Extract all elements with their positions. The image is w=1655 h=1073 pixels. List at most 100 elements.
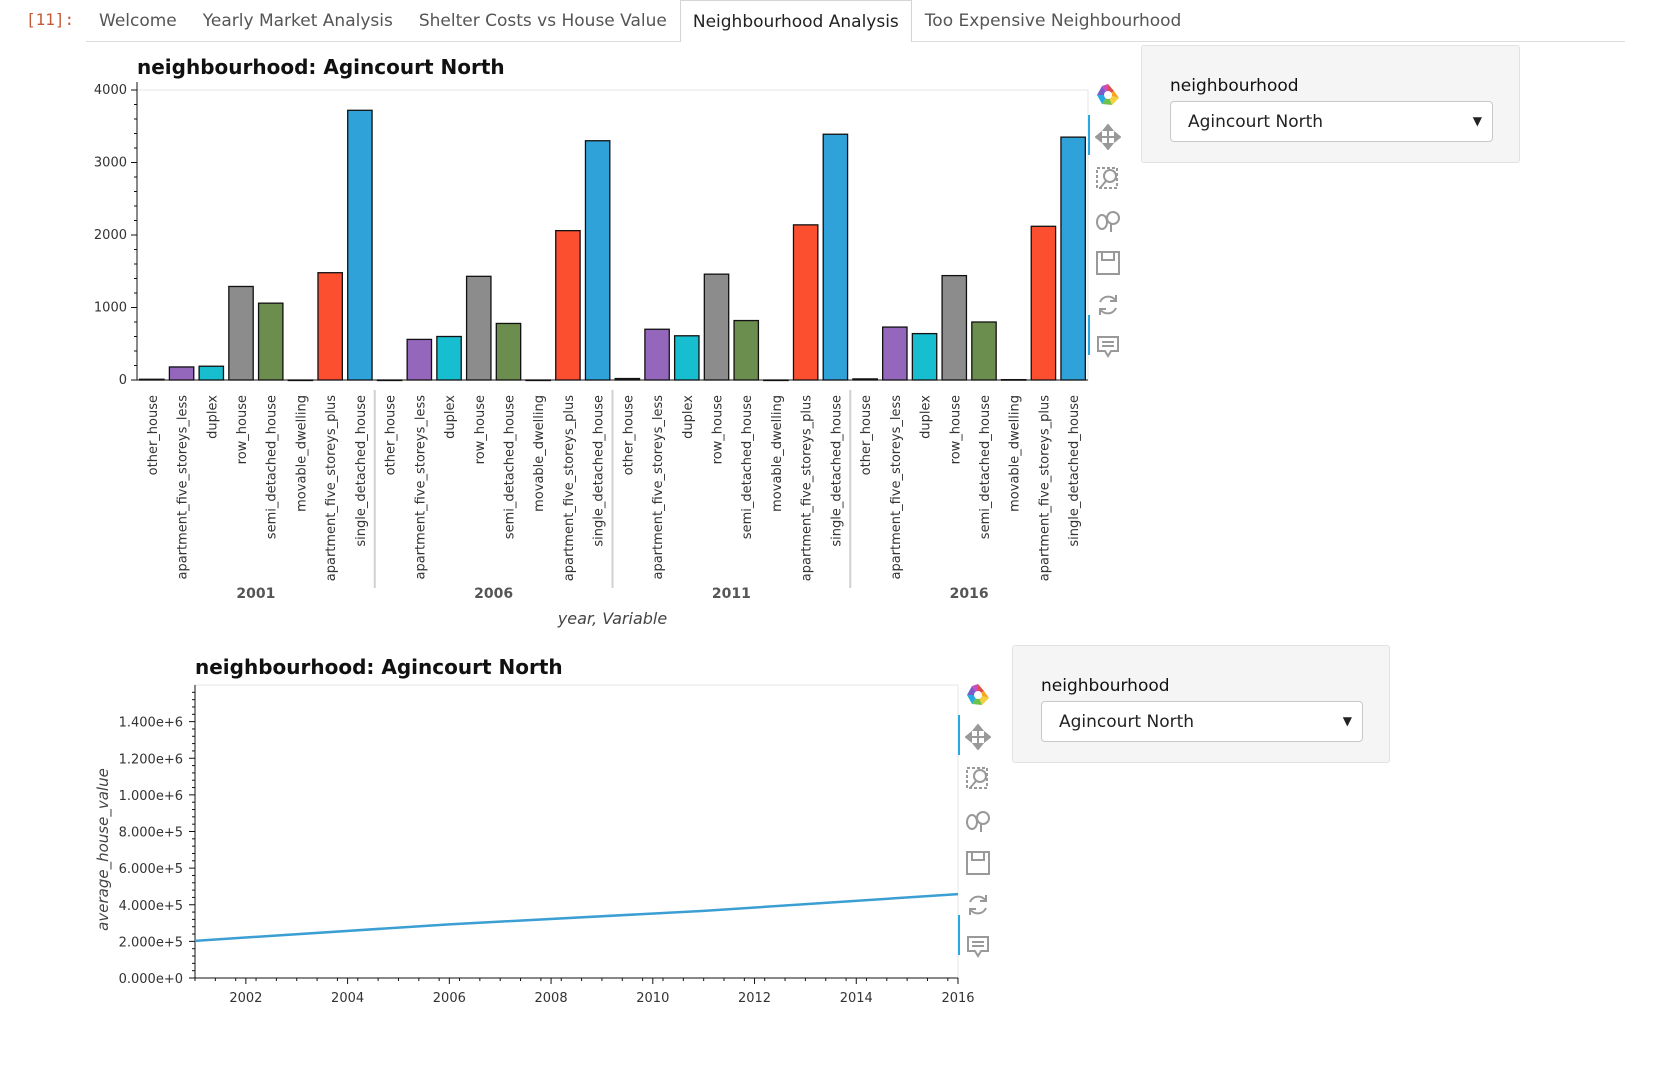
bar [1000,378,1027,381]
bar [376,379,403,382]
bar [911,332,938,381]
y-tick-label: 4.000e+5 [119,899,183,914]
tab-welcome[interactable]: Welcome [99,11,177,31]
category-tick-label: apartment_five_storeys_plus [800,395,815,581]
x-tick-label: 2008 [535,991,568,1006]
neighbourhood-widget: neighbourhood Agincourt North ▼ [1012,645,1390,763]
tab-bar: Welcome Yearly Market Analysis Shelter C… [86,0,1625,42]
save-icon[interactable] [963,848,993,878]
x-tick-label: 2006 [433,991,466,1006]
category-tick-label: apartment_five_storeys_less [413,395,428,580]
category-tick-label: apartment_five_storeys_plus [324,395,339,581]
bar [465,275,492,381]
y-tick-label: 6.000e+5 [119,862,183,877]
wheel-zoom-icon[interactable] [1093,206,1123,236]
caret-down-icon: ▼ [1342,714,1352,728]
neighbourhood-select[interactable]: Agincourt North ▼ [1041,701,1363,742]
box-zoom-icon[interactable] [963,764,993,794]
bar [347,109,373,381]
neighbourhood-widget: neighbourhood Agincourt North ▼ [1141,45,1520,163]
bar [139,378,165,381]
cell-prompt: [11]: [26,10,75,29]
x-tick-label: 2004 [331,991,364,1006]
group-tick-label: 2016 [950,586,989,602]
bar [792,224,819,381]
category-tick-label: duplex [205,395,220,439]
tab-too-expensive-neighbourhood[interactable]: Too Expensive Neighbourhood [924,11,1182,31]
pan-icon[interactable] [1093,122,1123,152]
category-tick-label: single_detached_house [829,395,844,547]
bar [1030,225,1057,381]
bar [317,272,344,381]
y-tick-label: 1000 [94,301,127,316]
reset-icon[interactable] [1093,290,1123,320]
group-tick-label: 2006 [474,586,513,602]
category-tick-label: single_detached_house [592,395,607,547]
y-tick-label: 3000 [94,156,127,171]
box-zoom-icon[interactable] [1093,164,1123,194]
bar [436,335,462,381]
category-tick-label: single_detached_house [354,395,369,547]
category-tick-label: row_house [948,395,963,464]
tab-yearly-market-analysis[interactable]: Yearly Market Analysis [202,11,393,31]
wheel-zoom-icon[interactable] [963,806,993,836]
bar [555,229,581,381]
hover-icon[interactable] [1093,332,1123,362]
toolbar-active-indicator [1088,115,1090,155]
y-tick-label: 8.000e+5 [119,826,183,841]
bar [733,319,760,381]
bokeh-logo-icon[interactable] [1093,80,1123,110]
bar [168,366,195,381]
bar [406,338,433,381]
category-tick-label: single_detached_house [1067,395,1082,547]
pan-icon[interactable] [963,722,993,752]
save-icon[interactable] [1093,248,1123,278]
category-tick-label: duplex [443,395,458,439]
bar [703,273,730,381]
x-tick-label: 2002 [229,991,262,1006]
bar [971,321,997,381]
category-tick-label: row_house [711,395,726,464]
neighbourhood-select-value: Agincourt North [1188,111,1324,132]
category-tick-label: other_house [859,395,874,475]
bokeh-logo-icon[interactable] [963,680,993,710]
category-tick-label: other_house [384,395,399,475]
bar [822,133,849,381]
bar [525,379,552,382]
x-axis-label: year, Variable [557,609,668,628]
chart-title: neighbourhood: Agincourt North [195,655,563,679]
bar [287,379,314,382]
y-tick-label: 1.000e+6 [119,789,183,804]
group-tick-label: 2011 [712,586,751,602]
neighbourhood-select[interactable]: Agincourt North ▼ [1170,101,1493,142]
category-tick-label: movable_dwelling [294,395,309,512]
category-tick-label: apartment_five_storeys_less [889,395,904,580]
bar [644,328,670,381]
chart-title: neighbourhood: Agincourt North [137,55,505,79]
y-tick-label: 0 [119,373,127,388]
y-tick-label: 1.400e+6 [119,716,183,731]
category-tick-label: other_house [146,395,161,475]
category-tick-label: movable_dwelling [532,395,547,512]
tab-shelter-costs-vs-house-value[interactable]: Shelter Costs vs House Value [418,11,667,31]
bar [673,335,700,381]
category-tick-label: apartment_five_storeys_less [176,395,191,580]
x-tick-label: 2012 [738,991,771,1006]
category-tick-label: semi_detached_house [740,395,755,539]
bar-chart[interactable]: neighbourhood: Agincourt North 0 1000 2000 3… [0,50,1100,640]
x-tick-label: 2010 [636,991,669,1006]
category-tick-label: movable_dwelling [1008,395,1023,512]
category-tick-label: row_house [235,395,250,464]
x-tick-label: 2016 [941,991,974,1006]
bar [257,302,284,381]
neighbourhood-label: neighbourhood [1170,76,1299,96]
bar [852,378,878,381]
tab-neighbourhood-analysis[interactable]: Neighbourhood Analysis [679,0,912,42]
bar [881,326,908,381]
bar [584,140,611,381]
reset-icon[interactable] [963,890,993,920]
hover-icon[interactable] [963,932,993,962]
y-tick-label: 4000 [94,83,127,98]
line-chart[interactable]: neighbourhood: Agincourt North 0.000e+0 2.… [0,650,1000,1070]
series-line [194,892,959,943]
